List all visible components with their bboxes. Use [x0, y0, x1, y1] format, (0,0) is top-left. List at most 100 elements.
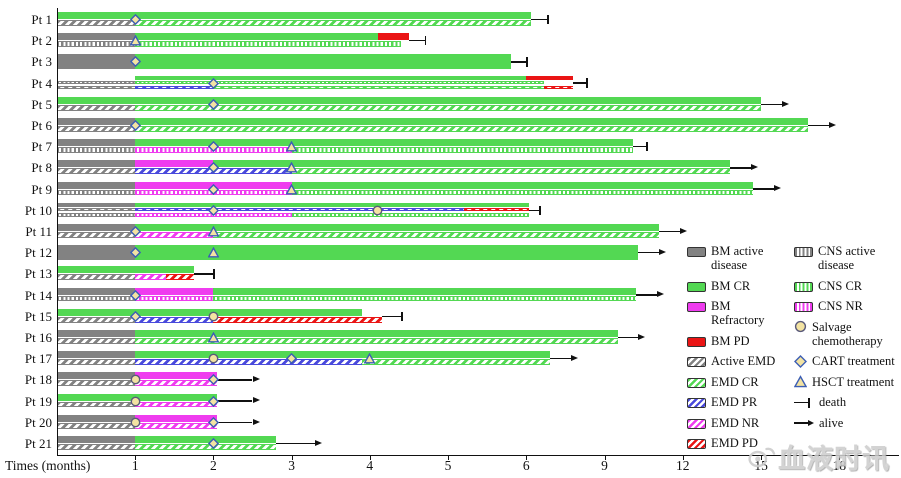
salvage-circle-icon: [794, 320, 807, 333]
hsct-triangle-icon: [794, 375, 807, 388]
bar-segment-emd-active: [57, 208, 136, 212]
bar-segment-bm-active: [57, 245, 136, 261]
alive-line: [659, 230, 681, 233]
cart-treatment-diamond-icon: [286, 353, 298, 365]
cart-treatment-diamond-icon: [207, 438, 219, 449]
bar-segment-emd-pd: [166, 274, 194, 281]
x-axis-tick: [135, 456, 137, 460]
hsct-treatment-triangle-icon: [129, 35, 141, 46]
x-axis-tick: [839, 456, 841, 460]
alive-line: [217, 400, 253, 402]
x-axis-tick: [291, 456, 293, 460]
hsct-treatment-triangle-icon: [286, 183, 298, 195]
salvage-chemo-circle-icon: [372, 205, 383, 216]
legend-swatch-diagonal-hatch: [687, 418, 706, 429]
legend-swatch-solid: [687, 247, 706, 257]
alive-arrow-icon: [252, 418, 260, 425]
alive-line: [753, 188, 775, 190]
bar-segment-emd-pd: [544, 86, 574, 90]
alive-line: [638, 252, 660, 254]
bar-segment-bm-cr: [135, 33, 378, 41]
patient-label: Pt 14: [24, 287, 52, 303]
bar-segment-bm-cr: [135, 54, 511, 70]
patient-label: Pt 16: [24, 330, 52, 345]
bar-segment-cns-cr: [291, 147, 634, 153]
salvage-chemo-circle-icon: [130, 417, 141, 428]
bar-segment-emd-cr: [213, 232, 660, 238]
alive-line: [761, 103, 782, 105]
legend-label: alive: [819, 415, 844, 430]
bar-segment-bm-refractory: [135, 160, 214, 168]
patient-label: Pt 18: [24, 372, 52, 388]
legend-item: CART treatment: [794, 354, 900, 368]
x-axis-tick: [604, 456, 606, 460]
bar-segment-bm-cr: [135, 202, 529, 208]
bar-segment-bm-cr: [135, 139, 634, 147]
bar-segment-cns-cr: [291, 189, 754, 196]
bar-segment-emd-active: [57, 380, 136, 387]
hsct-treatment-triangle-icon: [207, 226, 219, 237]
legend-item: alive: [794, 416, 900, 430]
patient-label: Pt 1: [31, 12, 52, 27]
bar-segment-emd-cr: [135, 126, 809, 132]
death-marker-icon: [586, 78, 588, 88]
legend-item: Salvage chemotherapy: [794, 320, 900, 348]
death-line: [510, 61, 527, 63]
patient-label: Pt 7: [31, 139, 52, 155]
hsct-treatment-triangle-icon: [207, 247, 219, 258]
x-tick-label: 6: [522, 458, 530, 473]
bar-segment-emd-active: [57, 274, 136, 281]
cart-treatment-diamond-icon: [129, 226, 141, 237]
death-marker-icon: [526, 57, 528, 67]
cart-treatment-diamond-icon: [207, 141, 219, 153]
death-line: [531, 18, 548, 21]
bar-segment-bm-cr: [213, 160, 730, 168]
alive-arrow-icon: [252, 397, 260, 404]
legend-swatch-vertical-hatch: [794, 281, 813, 292]
bar-segment-emd-active: [57, 316, 136, 323]
bar-segment-bm-cr: [135, 436, 276, 443]
salvage-chemo-circle-icon: [208, 311, 219, 322]
patient-label: Pt 19: [24, 393, 52, 409]
bar-segment-bm-cr: [57, 96, 762, 104]
death-glyph-icon: [794, 397, 814, 409]
cart-treatment-diamond-icon: [207, 162, 219, 174]
death-marker-icon: [424, 35, 427, 46]
cart-treatment-diamond-icon: [207, 416, 219, 428]
bar-segment-emd-cr: [213, 86, 545, 90]
x-axis-tick: [369, 456, 371, 460]
alive-arrow-icon: [750, 164, 758, 171]
bar-segment-bm-refractory: [135, 414, 218, 422]
legend-swatch-solid: [687, 302, 706, 312]
bar-segment-emd-nr: [135, 232, 214, 238]
bar-segment-emd-active: [57, 422, 136, 429]
legend-item: CNS CR: [794, 279, 900, 293]
bar-segment-bm-cr: [213, 287, 636, 295]
y-axis-line: [57, 8, 59, 456]
bar-segment-bm-cr: [57, 12, 532, 19]
legend-item: Active EMD: [687, 354, 787, 368]
legend-label: EMD PD: [711, 436, 758, 450]
alive-line: [549, 358, 571, 360]
bar-segment-emd-pd: [213, 316, 382, 323]
bar-segment-emd-nr: [135, 274, 167, 281]
legend-item: EMD CR: [687, 375, 787, 389]
bar-segment-bm-active: [57, 181, 136, 189]
bar-segment-cns-nr: [135, 295, 214, 302]
bar-segment-emd-cr: [135, 444, 276, 450]
alive-arrow-icon: [828, 121, 836, 128]
death-line: [381, 315, 402, 317]
x-tick-label: 18: [832, 458, 847, 473]
watermark-text: 血液时讯: [778, 444, 890, 474]
bar-segment-emd-active: [57, 338, 136, 344]
legend-label: death: [819, 395, 847, 409]
bar-segment-emd-active: [57, 401, 136, 408]
patient-label: Pt 2: [31, 33, 52, 49]
bar-segment-cns-active: [57, 41, 136, 47]
x-tick-label: 4: [366, 458, 374, 473]
legend-swatch-solid: [687, 281, 706, 292]
legend-label: Salvage chemotherapy: [812, 319, 883, 348]
legend-item: BM Refractory: [687, 299, 787, 327]
patient-label: Pt 17: [24, 351, 52, 367]
bar-segment-bm-cr: [291, 181, 754, 189]
